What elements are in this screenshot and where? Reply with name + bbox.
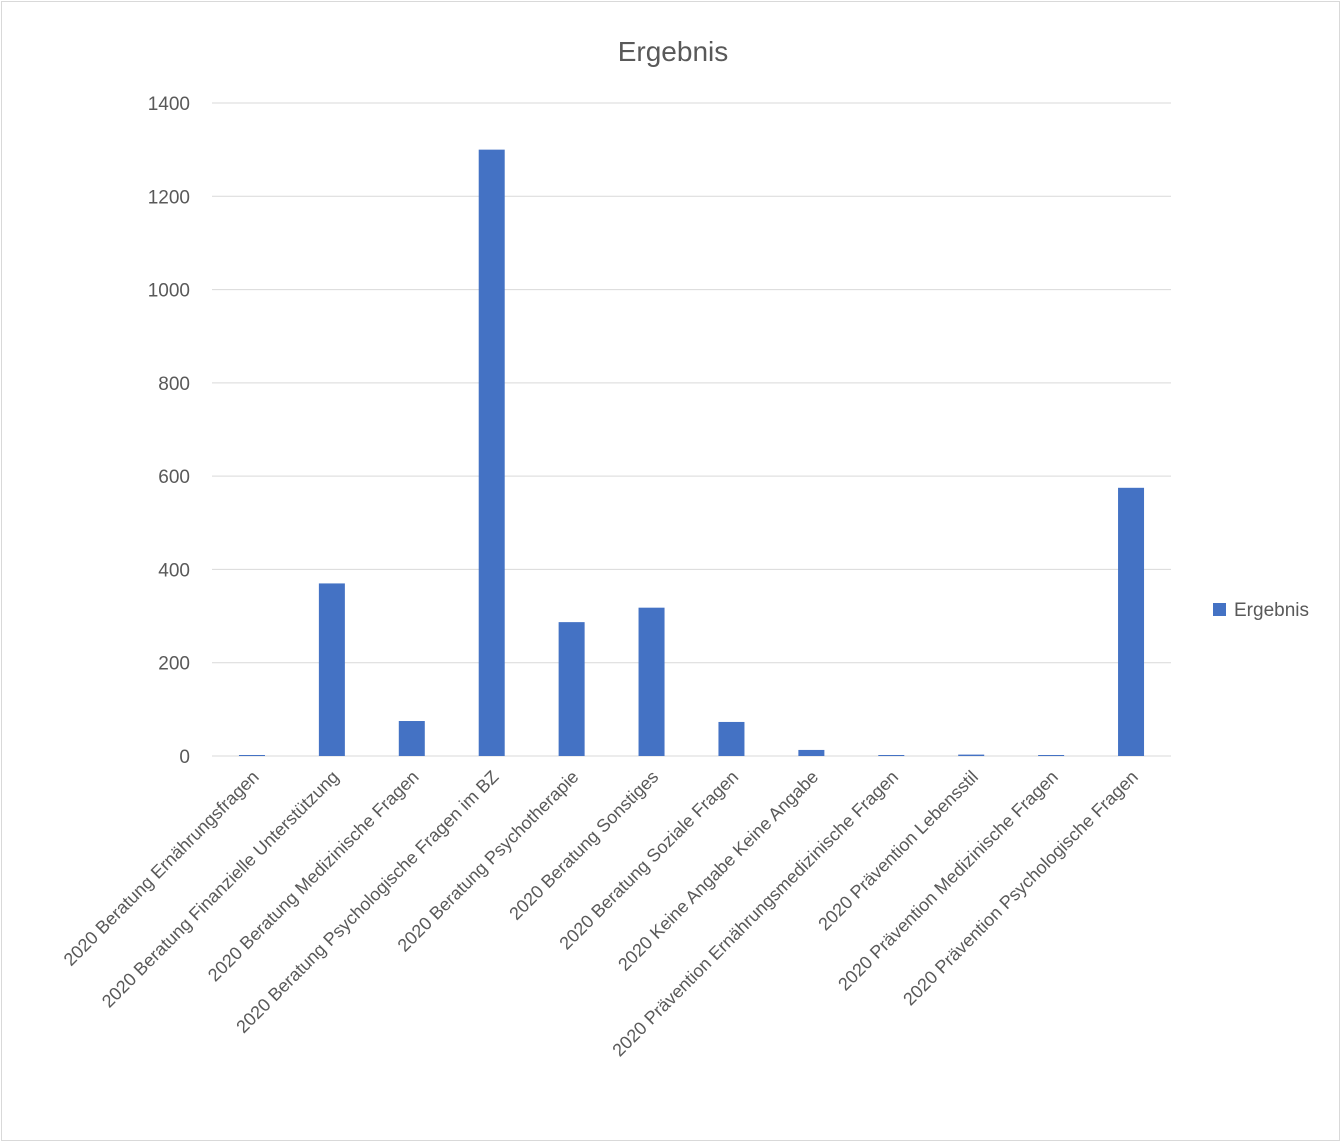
bar: [478, 149, 505, 757]
bar: [878, 755, 905, 756]
gridlines: [212, 102, 1171, 757]
chart-title: Ergebnis: [618, 36, 729, 67]
y-tick-label: 1200: [148, 187, 190, 208]
bar: [238, 755, 265, 756]
y-tick-label: 1400: [148, 94, 190, 115]
bar: [558, 622, 585, 756]
bar: [798, 749, 825, 756]
x-tick-label: 2020 Prävention Lebensstil: [814, 767, 982, 935]
legend-swatch: [1213, 603, 1226, 616]
x-tick-label: 2020 Beratung Sonstiges: [505, 767, 662, 924]
bar: [318, 583, 345, 756]
y-tick-label: 600: [158, 467, 190, 488]
bar: [398, 721, 425, 756]
bar: [1038, 755, 1065, 756]
bar: [638, 607, 665, 756]
bar: [958, 754, 985, 756]
bar: [718, 721, 745, 756]
y-tick-label: 0: [179, 747, 190, 768]
y-tick-label: 200: [158, 654, 190, 675]
bar: [1118, 487, 1145, 756]
bars: [238, 149, 1145, 757]
y-tick-label: 1000: [148, 281, 190, 302]
y-tick-label: 800: [158, 374, 190, 395]
y-axis-ticks: 0 200 400 600 800 1000 1200 1400: [148, 94, 190, 768]
legend: Ergebnis: [1213, 600, 1309, 621]
x-tick-label: 2020 Prävention Ernährungsmedizinische F…: [608, 767, 902, 1061]
legend-label: Ergebnis: [1234, 600, 1309, 621]
y-tick-label: 400: [158, 560, 190, 581]
